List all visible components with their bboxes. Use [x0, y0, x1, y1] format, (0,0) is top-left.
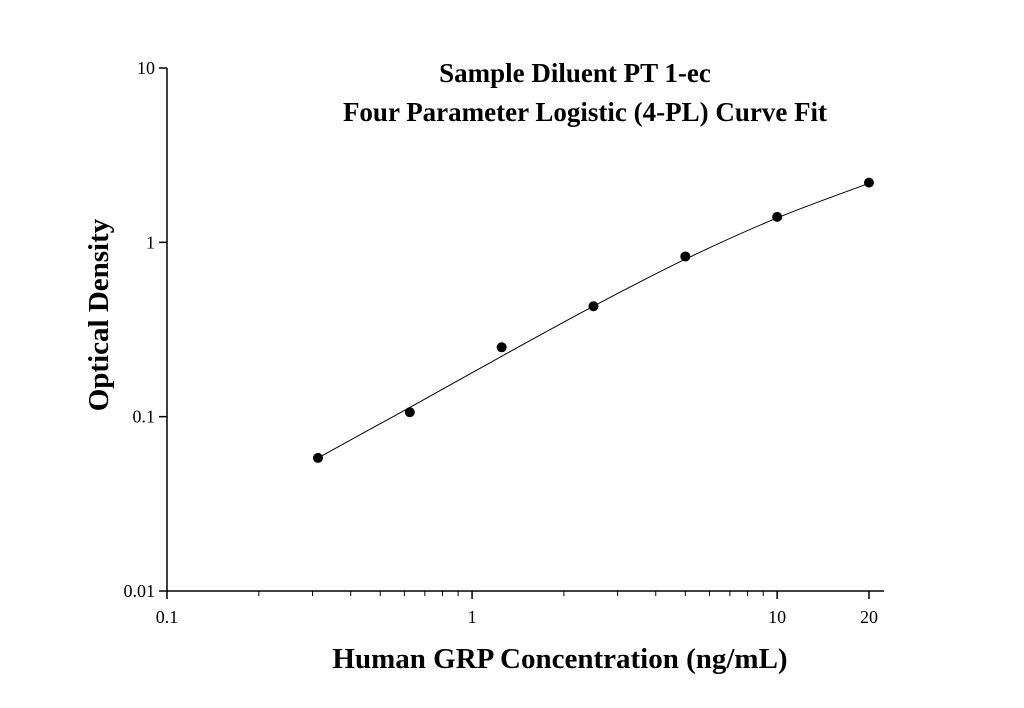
x-tick-label: 1	[468, 607, 477, 627]
y-axis-label: Optical Density	[83, 218, 115, 411]
data-point	[863, 177, 874, 188]
y-tick-label: 1	[146, 232, 155, 252]
data-point	[496, 342, 507, 353]
y-tick-label: 10	[137, 58, 155, 78]
data-point	[404, 407, 415, 418]
data-point	[680, 251, 691, 262]
x-tick-label: 0.1	[156, 607, 179, 627]
fit-curve	[317, 182, 870, 459]
x-axis-label: Human GRP Concentration (ng/mL)	[332, 643, 787, 675]
x-tick-label: 10	[768, 607, 786, 627]
chart-subtitle: Four Parameter Logistic (4-PL) Curve Fit	[343, 97, 827, 127]
chart-title: Sample Diluent PT 1-ec	[439, 58, 711, 88]
y-tick-label: 0.01	[124, 581, 156, 601]
y-tick-label: 0.1	[133, 407, 156, 427]
x-tick-label: 20	[860, 607, 878, 627]
